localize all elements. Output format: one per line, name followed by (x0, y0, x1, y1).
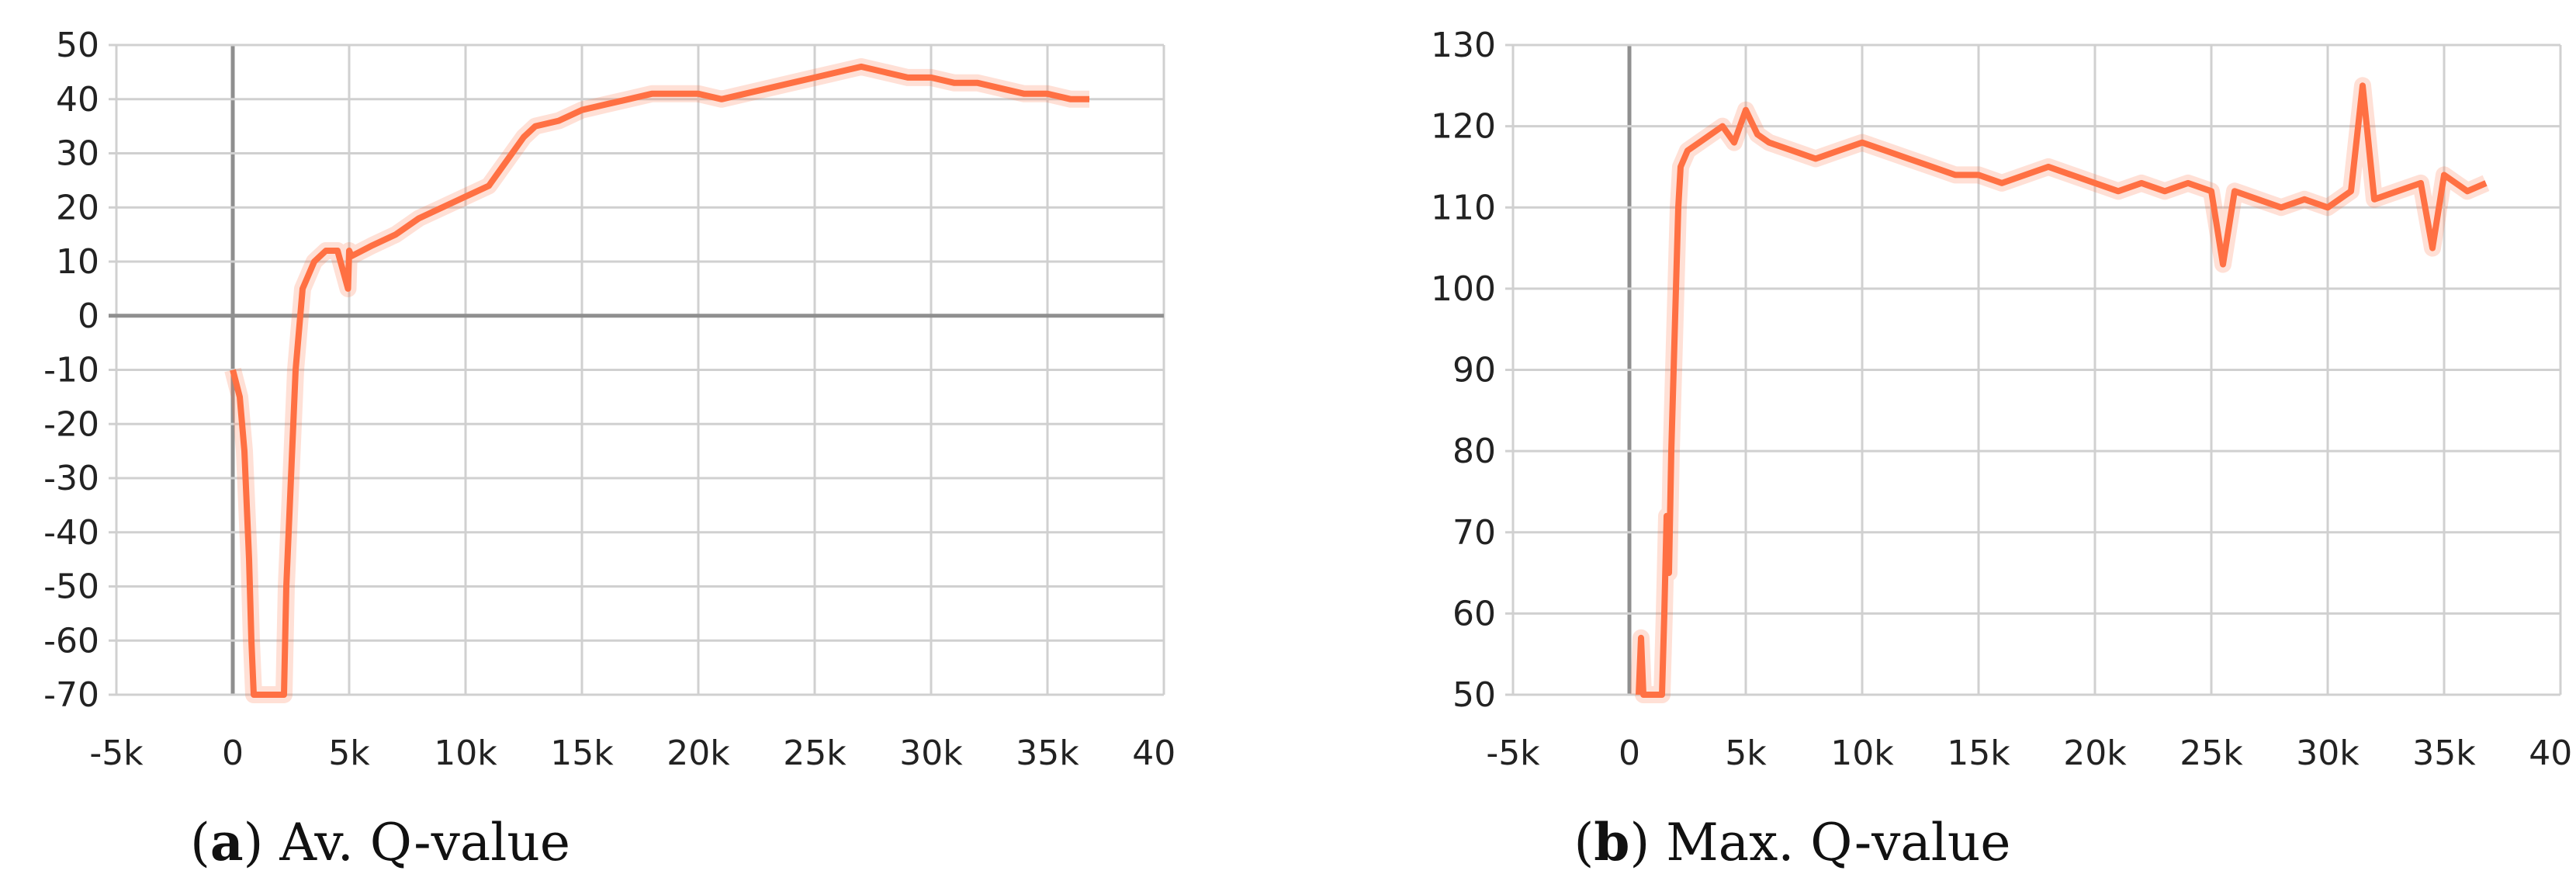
y-tick-label: 130 (1431, 26, 1496, 65)
chart-av-q-value: -5k 0 5k 10k 15k 20k 25k 30k 35k 40k 50 40 30 20 10 0 -1… (43, 26, 1196, 773)
caption-b: (b) Max. Q-value (1574, 812, 2011, 872)
y-tick-label: 80 (1452, 432, 1496, 471)
x-tick-label: 25k (2180, 734, 2243, 773)
x-tick-label: 5k (328, 734, 370, 773)
y-tick-label: -60 (43, 621, 99, 661)
x-tick-label: 5k (1725, 734, 1767, 773)
x-tick-label: 25k (783, 734, 847, 773)
y-tick-label: 50 (1452, 675, 1496, 715)
y-tick-label: -10 (43, 351, 99, 390)
y-tick-label: 90 (1452, 351, 1496, 390)
x-tick-label: 40k (2529, 734, 2576, 773)
y-tick-label: 100 (1431, 269, 1496, 309)
x-tick-label: 35k (2412, 734, 2476, 773)
y-tick-label: -70 (43, 675, 99, 715)
y-tick-label: -30 (43, 459, 99, 498)
y-tick-label: -40 (43, 513, 99, 553)
caption-a: (a) Av. Q-value (190, 812, 570, 872)
x-tick-label: 15k (550, 734, 614, 773)
y-tick-label: 20 (56, 188, 99, 227)
series-band (1630, 77, 2490, 703)
y-tick-label: -20 (43, 404, 99, 444)
x-tick-label: 0 (222, 734, 244, 773)
x-tick-label: -5k (89, 734, 144, 773)
x-tick-label: 30k (899, 734, 963, 773)
x-tick-label: -5k (1486, 734, 1540, 773)
y-tick-label: 60 (1452, 594, 1496, 633)
x-tick-label: 0 (1619, 734, 1640, 773)
x-tick-label: 10k (1830, 734, 1894, 773)
x-tick-label: 35k (1016, 734, 1079, 773)
chart-max-q-value: -5k 0 5k 10k 15k 20k 25k 30k 35k 40k 130 120 110 100 9… (1431, 26, 2576, 773)
series-band (224, 57, 1089, 703)
y-tick-label: 30 (56, 134, 99, 174)
x-tick-label: 30k (2296, 734, 2360, 773)
y-tick-label: -50 (43, 567, 99, 607)
x-tick-label: 15k (1947, 734, 2010, 773)
y-tick-label: 10 (56, 242, 99, 282)
x-tick-label: 20k (2063, 734, 2127, 773)
y-tick-label: 110 (1431, 188, 1496, 227)
y-tick-label: 70 (1452, 513, 1496, 553)
x-tick-label: 40k (1132, 734, 1196, 773)
y-tick-label: 50 (56, 26, 99, 65)
y-tick-label: 0 (78, 297, 99, 336)
x-tick-label: 20k (667, 734, 730, 773)
y-tick-label: 40 (56, 80, 99, 120)
x-tick-label: 10k (434, 734, 497, 773)
y-tick-label: 120 (1431, 107, 1496, 147)
series-line (230, 63, 1089, 698)
